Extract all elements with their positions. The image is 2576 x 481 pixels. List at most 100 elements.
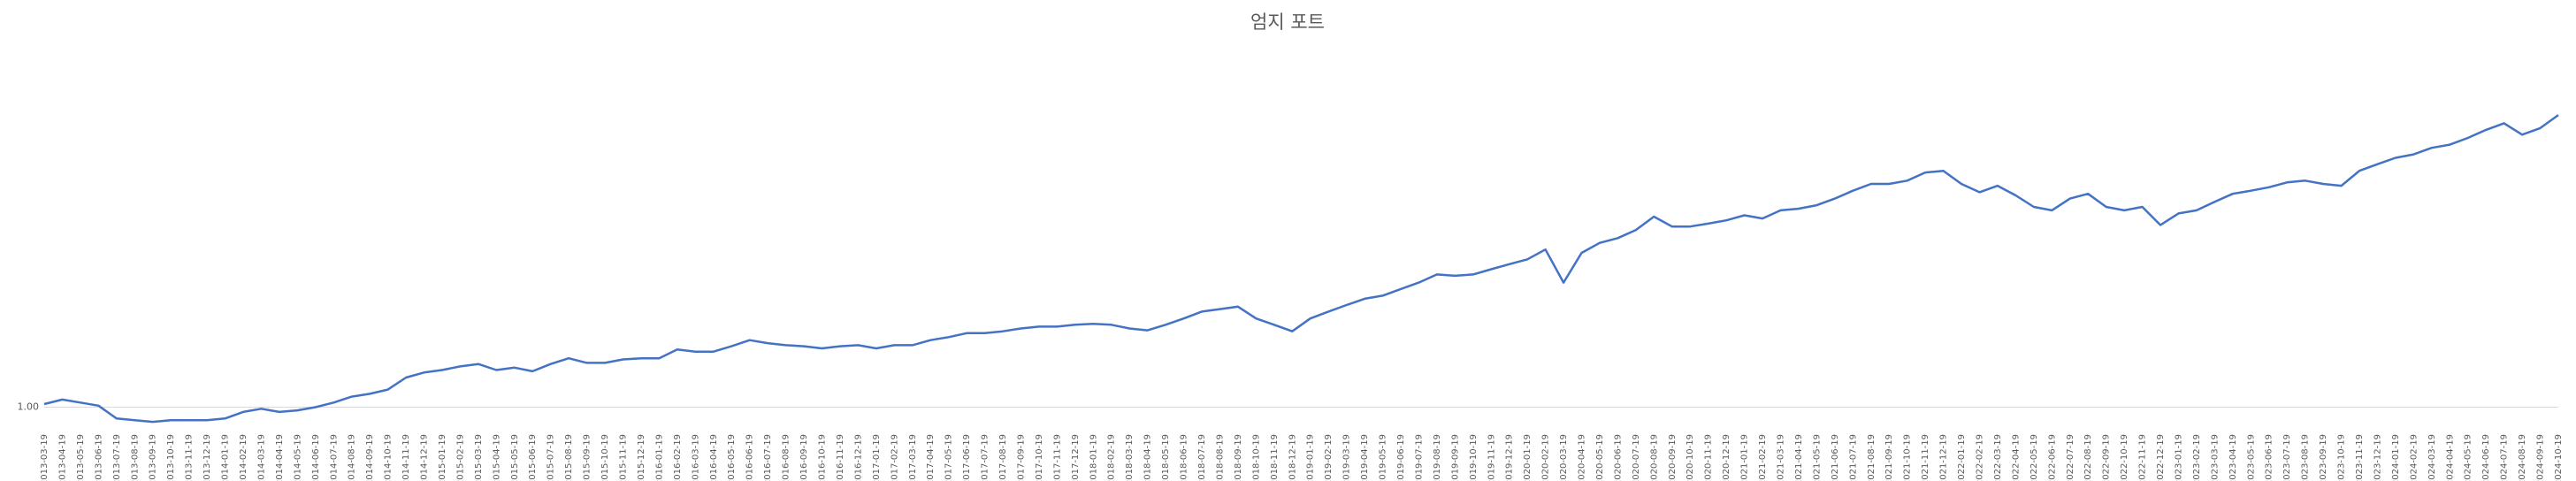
x-tick-label: 2022-01-19 [1957,434,1967,481]
x-tick-label: 2018-07-19 [1197,434,1207,481]
x-tick-label: 2015-01-19 [438,434,447,481]
x-tick-label: 2019-04-19 [1360,434,1370,481]
x-tick-label: 2023-02-19 [2192,434,2202,481]
x-tick-label: 2019-01-19 [1306,434,1316,481]
x-tick-label: 2014-07-19 [329,434,339,481]
x-tick-label: 2013-10-19 [166,434,176,481]
x-tick-label: 2021-04-19 [1794,434,1804,481]
x-tick-label: 2016-07-19 [763,434,773,481]
x-tick-label: 2015-05-19 [510,434,520,481]
x-tick-label: 2021-05-19 [1812,434,1822,481]
x-tick-label: 2024-06-19 [2481,434,2491,481]
x-tick-label: 2013-08-19 [130,434,140,481]
x-tick-label: 2016-06-19 [745,434,755,481]
x-tick-label: 2023-09-19 [2319,434,2328,481]
x-tick-label: 2018-11-19 [1270,434,1280,481]
x-tick-label: 2019-05-19 [1379,434,1388,481]
x-tick-label: 2013-03-19 [40,434,50,481]
x-tick-label: 2022-10-19 [2120,434,2129,481]
x-tick-label: 2014-09-19 [365,434,375,481]
x-tick-label: 2024-08-19 [2518,434,2527,481]
x-tick-label: 2022-06-19 [2047,434,2057,481]
x-tick-label: 2017-12-19 [1071,434,1081,481]
x-tick-label: 2015-08-19 [564,434,574,481]
x-tick-label: 2023-03-19 [2210,434,2220,481]
x-tick-label: 2021-03-19 [1777,434,1786,481]
x-tick-label: 2017-11-19 [1052,434,1062,481]
x-tick-label: 2018-10-19 [1251,434,1261,481]
x-tick-label: 2023-07-19 [2282,434,2292,481]
x-tick-label: 2018-12-19 [1288,434,1297,481]
x-tick-label: 2017-02-19 [890,434,899,481]
x-tick-label: 2020-06-19 [1613,434,1623,481]
x-tick-label: 2022-04-19 [2011,434,2021,481]
x-tick-label: 2020-12-19 [1722,434,1731,481]
x-tick-label: 2016-04-19 [709,434,719,481]
x-tick-label: 2022-09-19 [2102,434,2112,481]
x-tick-label: 2021-01-19 [1740,434,1750,481]
x-tick-label: 2021-09-19 [1884,434,1894,481]
x-tick-label: 2013-09-19 [149,434,158,481]
x-tick-label: 2017-04-19 [926,434,936,481]
x-tick-label: 2019-07-19 [1414,434,1424,481]
x-tick-label: 2021-02-19 [1758,434,1768,481]
x-tick-label: 2016-03-19 [691,434,700,481]
chart-title: 엄지 포트 [1250,11,1325,33]
x-tick-label: 2023-05-19 [2246,434,2256,481]
x-tick-label: 2018-02-19 [1107,434,1117,481]
x-tick-label: 2015-09-19 [583,434,592,481]
x-tick-label: 2015-11-19 [619,434,629,481]
x-tick-label: 2016-01-19 [654,434,664,481]
x-tick-label: 2015-06-19 [528,434,538,481]
x-tick-label: 2013-07-19 [112,434,122,481]
x-tick-label: 2018-04-19 [1143,434,1153,481]
x-tick-label: 2014-04-19 [275,434,285,481]
x-tick-label: 2022-03-19 [1993,434,2003,481]
x-tick-label: 2017-07-19 [981,434,990,481]
x-tick-label: 2019-02-19 [1324,434,1334,481]
x-tick-label: 2014-01-19 [221,434,231,481]
x-tick-label: 2022-11-19 [2138,434,2148,481]
x-tick-label: 2019-09-19 [1450,434,1460,481]
x-tick-label: 2014-11-19 [401,434,411,481]
x-tick-label: 2016-08-19 [782,434,791,481]
x-tick-label: 2024-02-19 [2409,434,2419,481]
x-tick-label: 2021-08-19 [1867,434,1877,481]
x-tick-label: 2019-06-19 [1396,434,1406,481]
x-tick-label: 2015-07-19 [547,434,556,481]
x-tick-label: 2019-08-19 [1433,434,1442,481]
x-tick-label: 2021-10-19 [1903,434,1913,481]
x-tick-label: 2016-02-19 [673,434,683,481]
line-series [43,114,2559,424]
x-tick-label: 2015-12-19 [637,434,646,481]
x-tick-label: 2017-08-19 [998,434,1008,481]
x-tick-label: 2017-01-19 [872,434,882,481]
x-tick-label: 2016-11-19 [836,434,845,481]
x-tick-label: 2023-11-19 [2355,434,2365,481]
x-tick-label: 2024-05-19 [2464,434,2473,481]
x-tick-label: 2020-01-19 [1523,434,1533,481]
x-tick-label: 2023-10-19 [2337,434,2347,481]
x-tick-label: 2017-06-19 [962,434,972,481]
x-tick-label: 2024-10-19 [2554,434,2564,481]
x-tick-label: 2014-02-19 [239,434,248,481]
x-tick-label: 2019-11-19 [1487,434,1496,481]
x-tick-label: 2018-06-19 [1180,434,1189,481]
x-tick-label: 2021-12-19 [1939,434,1949,481]
x-tick-label: 2014-12-19 [420,434,430,481]
x-tick-label: 2017-10-19 [1035,434,1044,481]
x-tick-label: 2019-10-19 [1469,434,1479,481]
x-tick-label: 2013-06-19 [94,434,103,481]
x-tick-label: 2016-05-19 [727,434,737,481]
x-tick-label: 2013-12-19 [203,434,212,481]
x-tick-label: 2018-05-19 [1161,434,1171,481]
x-tick-label: 2015-10-19 [600,434,610,481]
x-tick-label: 2022-05-19 [2029,434,2039,481]
x-tick-label: 2014-06-19 [311,434,321,481]
x-tick-label: 2014-08-19 [348,434,357,481]
x-tick-label: 2014-10-19 [384,434,394,481]
x-tick-label: 2023-12-19 [2373,434,2382,481]
x-tick-label: 2015-03-19 [474,434,484,481]
x-tick-label: 2020-05-19 [1595,434,1605,481]
